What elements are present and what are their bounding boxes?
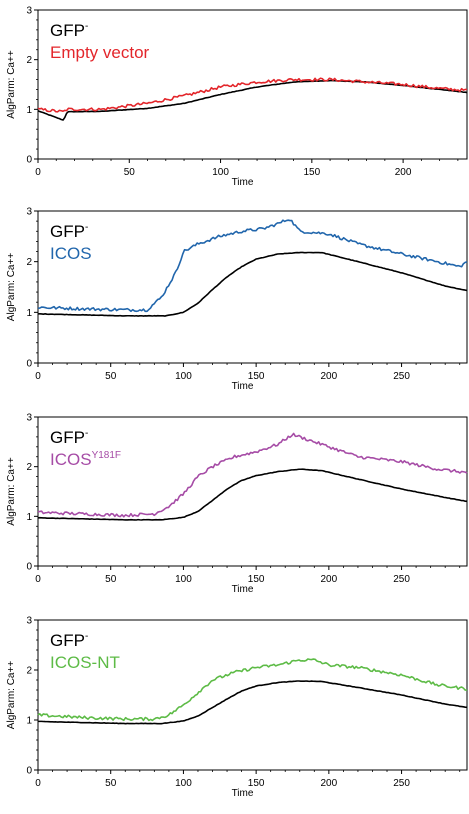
x-axis-label: Time	[232, 584, 254, 595]
x-tick-label: 200	[321, 371, 338, 382]
plot-frame	[37, 416, 468, 567]
x-axis-label: Time	[232, 177, 254, 188]
y-tick-label: 2	[26, 462, 32, 473]
series-line-gfp-negative	[37, 251, 468, 317]
y-tick-label: 1	[26, 105, 32, 116]
x-tick-label: 50	[105, 574, 117, 585]
x-tick-label: 200	[395, 167, 412, 178]
x-tick-label: 150	[248, 371, 265, 382]
legend-entry: GFP-	[50, 428, 88, 447]
series-line-empty-vector	[37, 77, 468, 113]
y-tick-label: 1	[26, 308, 32, 319]
y-axis-label: AlgParm: Ca++	[6, 50, 17, 119]
x-tick-label: 50	[105, 778, 117, 789]
y-axis-label: AlgParm: Ca++	[6, 457, 17, 526]
y-tick-label: 3	[26, 616, 32, 627]
y-tick-label: 1	[26, 512, 32, 523]
plot-frame	[37, 210, 468, 364]
legend-entry: Empty vector	[50, 43, 150, 62]
y-tick-label: 0	[26, 766, 32, 777]
y-tick-label: 0	[26, 155, 32, 166]
legend-entry: GFP-	[50, 222, 88, 241]
x-tick-label: 100	[175, 371, 192, 382]
x-tick-label: 0	[35, 371, 41, 382]
legend-entry: ICOSY181F	[50, 450, 121, 469]
legend-entry: GFP-	[50, 631, 88, 650]
x-tick-label: 0	[35, 778, 41, 789]
x-tick-label: 250	[393, 371, 410, 382]
y-tick-label: 2	[26, 666, 32, 677]
series-line-icos-nt	[37, 658, 468, 722]
y-tick-label: 0	[26, 359, 32, 370]
x-tick-label: 100	[212, 167, 229, 178]
x-tick-label: 200	[321, 778, 338, 789]
x-axis-label: Time	[232, 788, 254, 799]
y-tick-label: 3	[26, 413, 32, 424]
y-tick-label: 1	[26, 716, 32, 727]
x-tick-label: 0	[35, 167, 41, 178]
x-tick-label: 100	[175, 574, 192, 585]
x-tick-label: 0	[35, 574, 41, 585]
y-tick-label: 3	[26, 6, 32, 17]
plot-frame	[37, 619, 468, 771]
x-tick-label: 150	[248, 574, 265, 585]
x-axis-label: Time	[232, 381, 254, 392]
series-line-icos	[37, 219, 468, 313]
legend-entry: ICOS	[50, 244, 92, 263]
y-tick-label: 2	[26, 55, 32, 66]
x-tick-label: 200	[321, 574, 338, 585]
series-line-gfp-negative	[37, 79, 468, 121]
chart-panel-icos: 0 1 2 3 0 50 100 150 200 250 Time AlgParm: Ca++ GFP-…	[6, 207, 468, 392]
series-line-gfp-negative	[37, 468, 468, 521]
x-tick-label: 150	[303, 167, 320, 178]
series-line-icos	[37, 432, 468, 518]
y-tick-label: 2	[26, 257, 32, 268]
x-tick-label: 250	[393, 574, 410, 585]
x-tick-label: 50	[124, 167, 136, 178]
y-axis-label: AlgParm: Ca++	[6, 661, 17, 730]
y-tick-label: 0	[26, 562, 32, 573]
y-axis-label: AlgParm: Ca++	[6, 253, 17, 322]
y-tick-label: 3	[26, 207, 32, 218]
x-tick-label: 100	[175, 778, 192, 789]
x-tick-label: 150	[248, 778, 265, 789]
chart-panel-icos-y181f: 0 1 2 3 0 50 100 150 200 250 Time AlgParm: Ca++ GFP-…	[6, 413, 468, 595]
legend-entry: ICOS-NT	[50, 653, 120, 672]
x-tick-label: 250	[393, 778, 410, 789]
legend-entry: GFP-	[50, 21, 88, 40]
chart-panel-icos-nt: 0 1 2 3 0 50 100 150 200 250 Time AlgParm: Ca++ GFP-…	[6, 616, 468, 799]
chart-panel-empty-vector: 0 1 2 3 0 50 100 150 200 Time AlgParm: Ca++ GFP- Emp…	[6, 6, 468, 188]
x-tick-label: 50	[105, 371, 117, 382]
plot-frame	[37, 9, 468, 160]
series-line-gfp-negative	[37, 680, 468, 725]
